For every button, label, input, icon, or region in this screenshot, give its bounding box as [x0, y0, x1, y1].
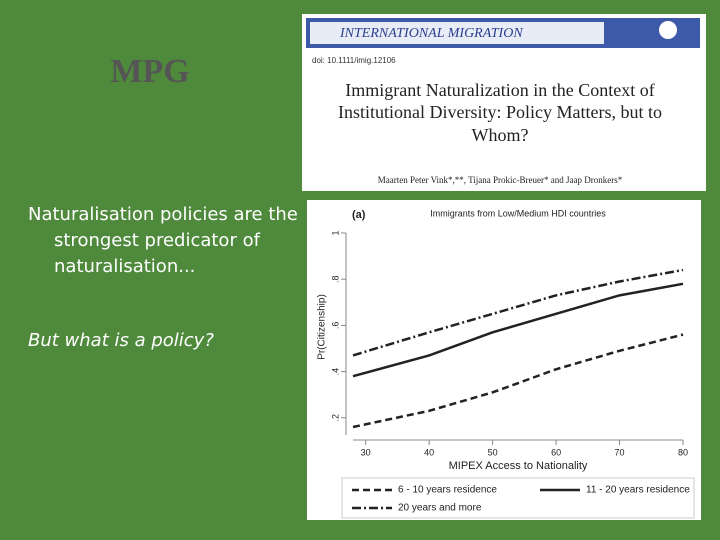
y-tick-label: .6 [330, 322, 340, 330]
x-tick-label: 40 [424, 447, 434, 457]
journal: INTERNATIONAL MIGRATION [339, 26, 523, 41]
x-axis-label: MIPEX Access to Nationality [449, 460, 588, 472]
iom-icon [659, 21, 677, 39]
paper-title: Immigrant Naturalization in the Context … [345, 80, 654, 100]
authors: Maarten Peter Vink*,**, Tijana Prokic-Br… [378, 175, 623, 185]
y-tick-label: .4 [330, 368, 340, 376]
x-tick-label: 60 [551, 447, 561, 457]
series-line [352, 282, 684, 378]
legend-label: 20 years and more [398, 503, 482, 514]
y-axis-label: Pr(Citizenship) [317, 294, 328, 360]
x-tick-label: 70 [615, 447, 625, 457]
chart-title: Immigrants from Low/Medium HDI countries [430, 208, 606, 218]
x-tick-label: 50 [488, 447, 498, 457]
journal-box [310, 22, 604, 44]
paper-title: Whom? [472, 125, 529, 145]
y-tick-label: 1 [330, 230, 340, 235]
legend-label: 6 - 10 years residence [398, 485, 497, 496]
doi: doi: 10.1111/imig.12106 [312, 56, 396, 65]
legend-box [341, 477, 695, 519]
x-tick-label: 80 [678, 447, 688, 457]
y-tick-label: .8 [330, 275, 340, 283]
series-line [352, 333, 684, 429]
x-tick-label: 30 [361, 447, 371, 457]
bullet: Naturalisation policies are the stronges… [28, 204, 298, 277]
paper-title: Institutional Diversity: Policy Matters,… [338, 102, 662, 122]
logo: MPG [110, 53, 189, 90]
y-tick-label: .2 [330, 414, 340, 422]
chart-image [307, 200, 701, 520]
panel-label: (a) [352, 209, 366, 221]
series-line [352, 268, 684, 357]
legend-label: 11 - 20 years residence [586, 485, 690, 496]
bullet: But what is a policy? [28, 330, 214, 351]
